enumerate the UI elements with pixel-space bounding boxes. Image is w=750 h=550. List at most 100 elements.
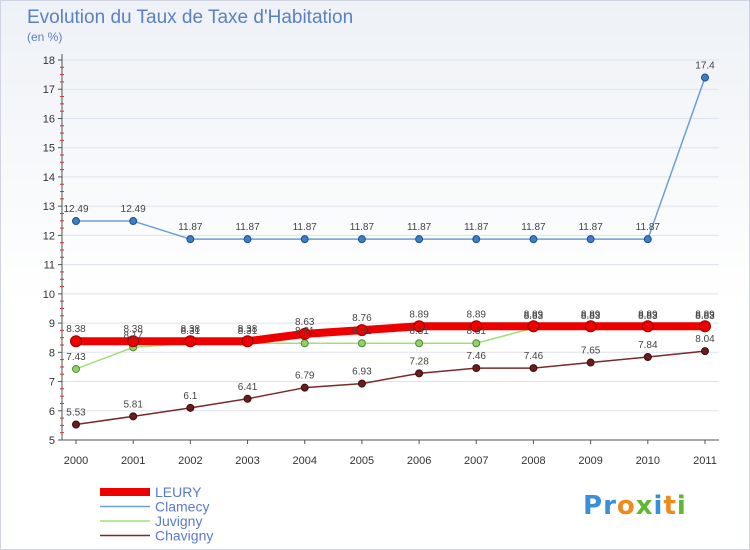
legend-label-leury: LEURY: [155, 484, 202, 500]
data-point-juvigny: [357, 339, 366, 348]
data-label-leury: 8.89: [409, 309, 429, 320]
data-point-leury: [355, 324, 368, 337]
data-label-clamecy: 11.87: [235, 222, 260, 233]
data-point-clamecy: [586, 235, 595, 244]
chart-subtitle: (en %): [27, 30, 63, 44]
data-point-juvigny: [472, 339, 481, 348]
data-label-chavigny: 6.41: [238, 382, 258, 393]
data-label-chavigny: 5.53: [66, 408, 86, 419]
data-label-juvigny: 8.31: [352, 326, 372, 337]
legend-label-chavigny: Chavigny: [155, 528, 213, 544]
logo-letter: r: [603, 491, 617, 521]
data-label-chavigny: 8.04: [695, 334, 715, 345]
data-label-chavigny: 6.93: [352, 367, 372, 378]
data-point-juvigny: [300, 339, 309, 348]
proxiti-logo: Proxiti: [583, 491, 687, 521]
data-point-chavigny: [72, 420, 80, 429]
data-point-clamecy: [186, 235, 195, 244]
y-tick-label: 16: [43, 113, 55, 125]
data-label-clamecy: 11.87: [636, 222, 661, 233]
x-tick-label: 2006: [407, 455, 431, 467]
data-label-leury: 8.38: [238, 324, 258, 335]
data-label-leury: 8.89: [467, 309, 487, 320]
data-point-clamecy: [701, 73, 709, 82]
x-tick-label: 2000: [64, 455, 88, 467]
data-label-clamecy: 11.87: [350, 222, 375, 233]
data-label-clamecy: 11.87: [521, 222, 546, 233]
data-point-chavigny: [357, 379, 366, 388]
data-point-clamecy: [415, 235, 424, 244]
data-point-clamecy: [243, 235, 252, 244]
data-label-chavigny: 7.28: [409, 356, 429, 367]
logo-letter: i: [653, 491, 664, 521]
data-label-chavigny: 6.1: [183, 391, 197, 402]
data-label-chavigny: 6.79: [295, 371, 315, 382]
data-label-leury: 8.89: [695, 309, 715, 320]
data-label-chavigny: 7.84: [638, 340, 658, 351]
y-tick-label: 13: [43, 201, 55, 213]
chart-title: Evolution du Taux de Taxe d'Habitation: [27, 7, 354, 28]
data-point-leury: [584, 320, 597, 333]
logo-letter: P: [583, 491, 604, 521]
data-point-juvigny: [72, 364, 80, 373]
y-tick-label: 10: [43, 289, 55, 301]
data-label-juvigny: 8.17: [123, 330, 143, 341]
data-label-juvigny: 8.31: [238, 326, 258, 337]
y-tick-label: 8: [49, 347, 55, 359]
data-point-chavigny: [529, 364, 538, 373]
x-tick-label: 2010: [636, 455, 660, 467]
data-point-clamecy: [72, 217, 80, 226]
x-tick-label: 2005: [350, 455, 374, 467]
data-point-chavigny: [415, 369, 424, 378]
data-point-leury: [699, 320, 711, 333]
data-label-juvigny: 8.31: [467, 326, 487, 337]
data-label-juvigny: 8.83: [695, 311, 715, 322]
data-point-chavigny: [129, 412, 138, 421]
data-label-leury: 8.89: [638, 309, 658, 320]
x-tick-label: 2009: [578, 455, 602, 467]
data-point-leury: [70, 335, 82, 348]
data-point-chavigny: [186, 403, 195, 412]
data-label-leury: 8.38: [123, 324, 143, 335]
y-tick-label: 14: [43, 172, 55, 184]
data-point-chavigny: [472, 364, 481, 373]
series-line-juvigny: [75, 327, 705, 370]
data-label-juvigny: 8.83: [638, 311, 658, 322]
y-tick-label: 9: [49, 318, 55, 330]
data-label-leury: 8.89: [581, 309, 601, 320]
legend-label-clamecy: Clamecy: [155, 499, 209, 515]
data-label-chavigny: 5.81: [123, 399, 143, 410]
x-tick-label: 2008: [521, 455, 545, 467]
x-tick-label: 2003: [235, 455, 259, 467]
data-point-leury: [527, 320, 540, 333]
data-point-clamecy: [129, 217, 138, 226]
y-tick-label: 15: [43, 143, 55, 155]
data-label-clamecy: 11.87: [578, 222, 603, 233]
data-point-chavigny: [701, 347, 709, 356]
data-label-leury: 8.38: [66, 324, 86, 335]
data-point-clamecy: [643, 235, 652, 244]
x-tick-label: 2002: [178, 455, 202, 467]
y-tick-label: 17: [43, 84, 55, 96]
data-point-clamecy: [472, 235, 481, 244]
data-label-leury: 8.76: [352, 313, 372, 324]
data-label-clamecy: 12.49: [121, 204, 146, 215]
data-point-chavigny: [643, 352, 652, 361]
y-tick-label: 12: [43, 230, 55, 242]
data-label-chavigny: 7.46: [467, 351, 487, 362]
data-label-leury: 8.63: [295, 317, 315, 328]
logo-letter: o: [616, 491, 636, 521]
data-label-juvigny: 8.31: [409, 326, 429, 337]
y-tick-label: 11: [44, 260, 55, 272]
logo-letter: t: [663, 491, 677, 521]
data-point-clamecy: [300, 235, 309, 244]
data-label-clamecy: 11.87: [407, 222, 432, 233]
data-label-clamecy: 11.87: [464, 222, 489, 233]
data-label-leury: 8.38: [181, 324, 201, 335]
data-point-leury: [127, 335, 140, 348]
data-point-leury: [641, 320, 654, 333]
data-label-clamecy: 11.87: [178, 222, 203, 233]
data-label-clamecy: 17.4: [695, 61, 715, 72]
data-label-clamecy: 11.87: [293, 222, 318, 233]
